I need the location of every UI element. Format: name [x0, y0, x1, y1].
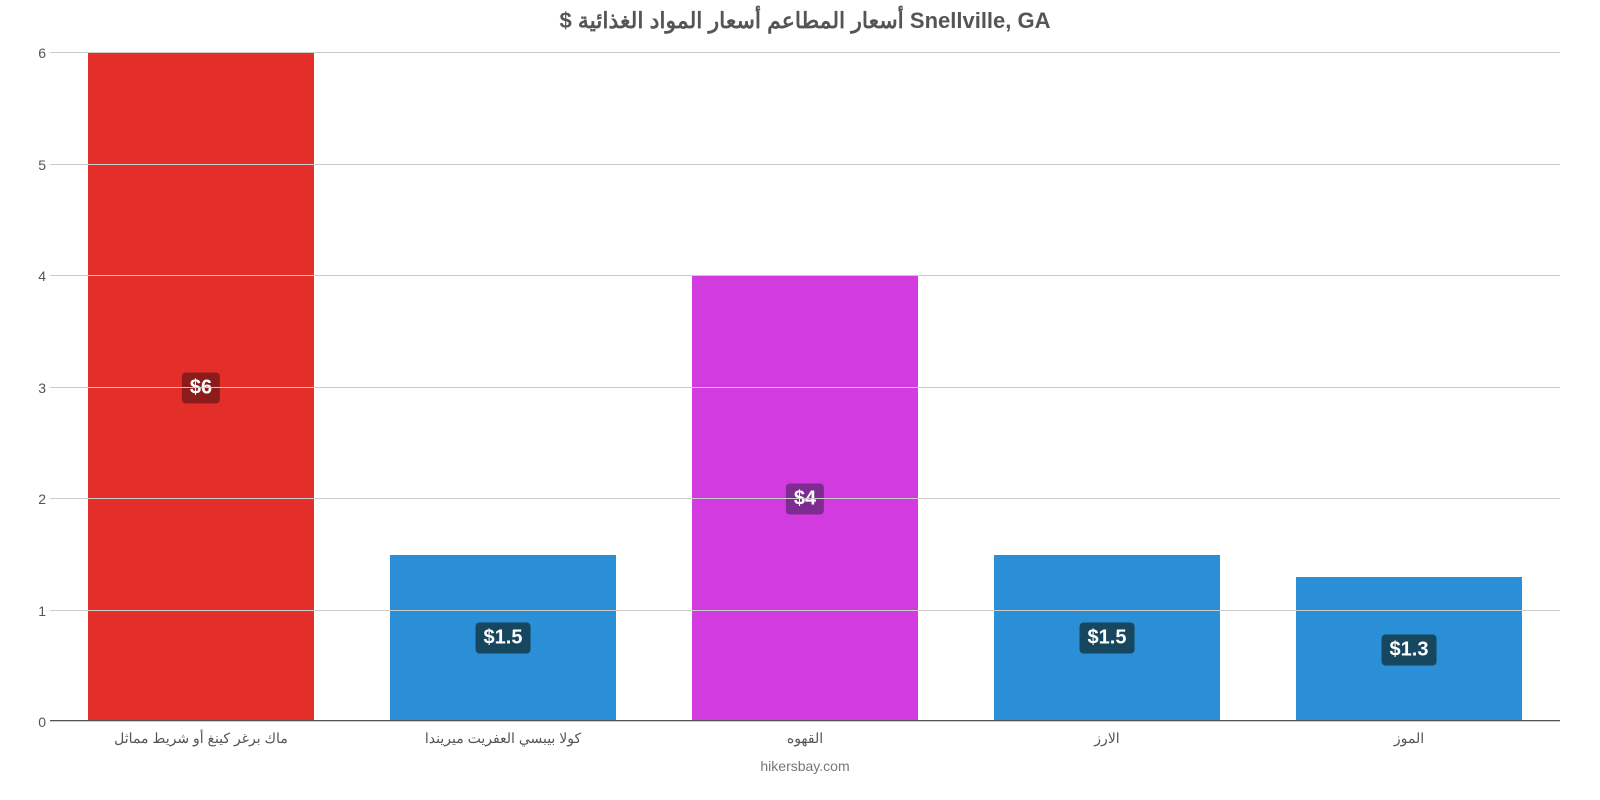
x-tick-label: كولا بيبسي العفريت ميريندا [425, 730, 581, 747]
gridline [50, 721, 1560, 722]
bar-value-label: $1.5 [1080, 623, 1135, 654]
x-axis-labels: ماك برغر كينغ أو شريط مماثل كولا بيبسي ال… [50, 730, 1560, 752]
plot-area: $6$1.5$4$1.5$1.3 0123456 [50, 42, 1560, 722]
y-tick-label: 2 [22, 491, 46, 507]
y-tick-label: 4 [22, 268, 46, 284]
x-tick-label: الارز [1094, 730, 1119, 747]
chart-title: $ أسعار المطاعم أسعار المواد الغذائية Sn… [50, 8, 1560, 34]
gridline [50, 387, 1560, 388]
y-tick-label: 5 [22, 157, 46, 173]
bar-value-label: $4 [786, 484, 824, 515]
y-tick-label: 6 [22, 45, 46, 61]
x-tick-label: الموز [1394, 730, 1424, 747]
gridline [50, 164, 1560, 165]
y-tick-label: 3 [22, 380, 46, 396]
x-tick-label: ماك برغر كينغ أو شريط مماثل [114, 730, 288, 747]
bar: $1.3 [1296, 577, 1523, 722]
bar-value-label: $6 [182, 372, 220, 403]
x-tick-label: القهوه [787, 730, 823, 747]
gridline [50, 275, 1560, 276]
y-tick-label: 0 [22, 714, 46, 730]
bar: $6 [88, 53, 315, 722]
gridline [50, 610, 1560, 611]
price-chart: $ أسعار المطاعم أسعار المواد الغذائية Sn… [50, 8, 1560, 780]
bars-layer: $6 $1.5 $4 $1.5 $1.3 [50, 42, 1560, 722]
source-label: hikersbay.com [50, 758, 1560, 774]
bar-value-label: $1.5 [476, 623, 531, 654]
gridline [50, 52, 1560, 53]
bar-value-label: $1.3 [1382, 634, 1437, 665]
bar: $1.5 [994, 555, 1221, 722]
bar: $1.5 [390, 555, 617, 722]
gridline [50, 498, 1560, 499]
y-tick-label: 1 [22, 603, 46, 619]
